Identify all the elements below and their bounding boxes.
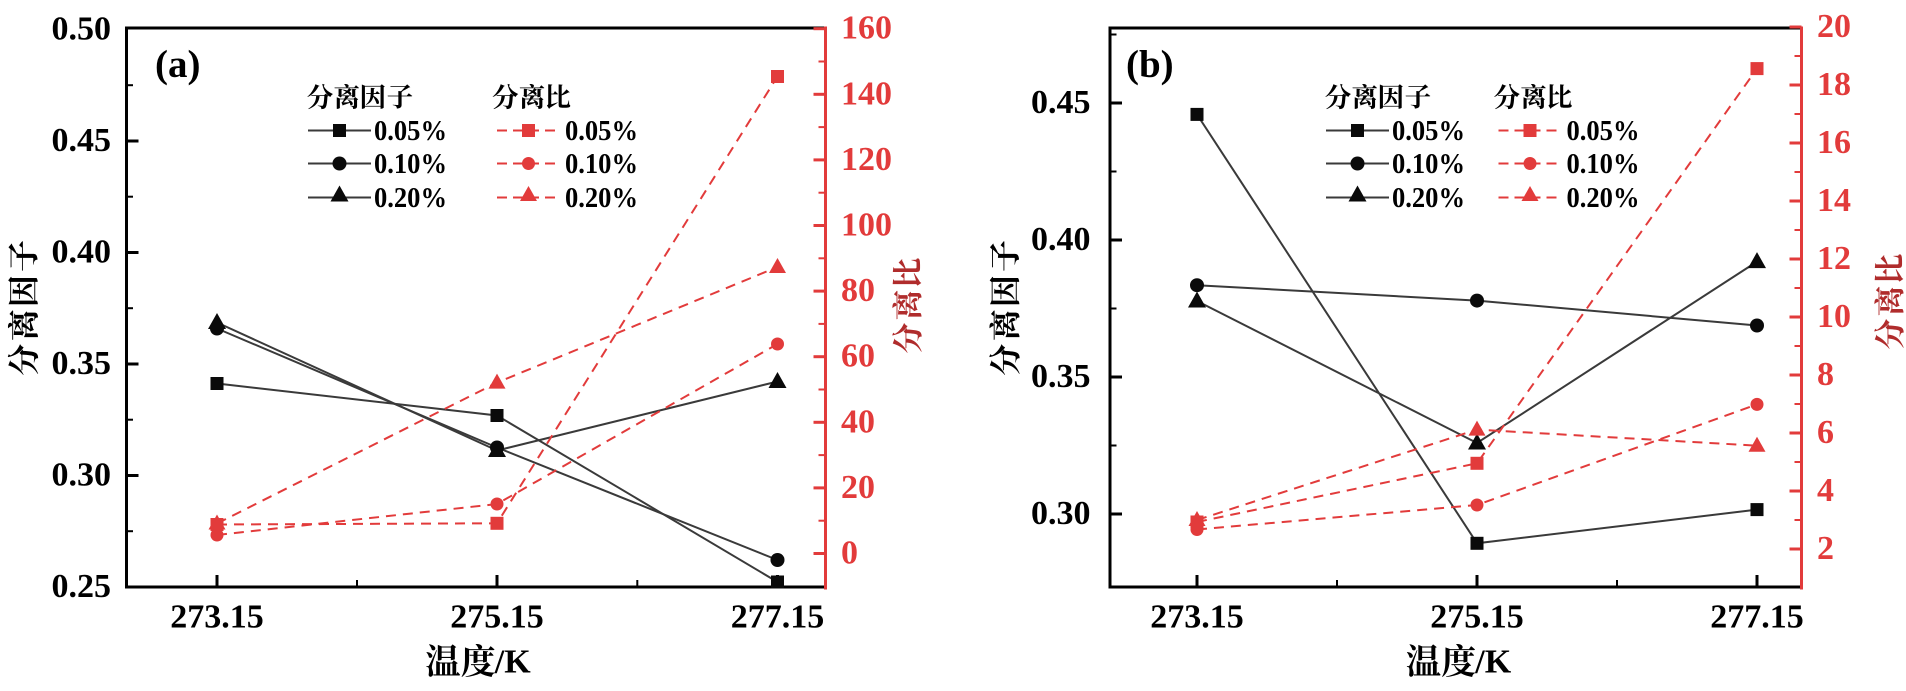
svg-text:60: 60: [841, 338, 875, 375]
svg-text:0.40: 0.40: [1031, 221, 1091, 258]
svg-text:80: 80: [841, 272, 875, 309]
svg-text:6: 6: [1817, 414, 1834, 451]
svg-text:14: 14: [1817, 182, 1851, 219]
svg-text:0.45: 0.45: [1031, 84, 1091, 121]
svg-text:0.10%: 0.10%: [374, 149, 447, 180]
svg-text:273.15: 273.15: [1150, 599, 1244, 636]
svg-text:0.40: 0.40: [52, 234, 112, 271]
svg-text:4: 4: [1817, 472, 1834, 509]
svg-text:18: 18: [1817, 66, 1851, 103]
svg-text:0.30: 0.30: [1031, 495, 1091, 532]
svg-text:0.10%: 0.10%: [565, 149, 638, 180]
svg-text:0.25: 0.25: [52, 568, 112, 605]
svg-text:0.30: 0.30: [52, 457, 112, 494]
svg-text:120: 120: [841, 141, 892, 178]
svg-text:0.05%: 0.05%: [565, 116, 638, 147]
svg-text:277.15: 277.15: [1710, 599, 1804, 636]
svg-text:2: 2: [1817, 530, 1834, 567]
svg-text:0.35: 0.35: [1031, 358, 1091, 395]
svg-text:275.15: 275.15: [1430, 599, 1524, 636]
svg-text:0.35: 0.35: [52, 345, 112, 382]
svg-text:0.20%: 0.20%: [374, 183, 447, 214]
svg-text:0.05%: 0.05%: [1392, 116, 1465, 147]
svg-text:0.20%: 0.20%: [565, 183, 638, 214]
svg-text:0.50: 0.50: [52, 11, 112, 48]
svg-text:/K: /K: [494, 644, 531, 681]
svg-text:277.15: 277.15: [731, 599, 825, 636]
svg-text:20: 20: [841, 469, 875, 506]
svg-text:275.15: 275.15: [450, 599, 544, 636]
svg-text:/K: /K: [1474, 644, 1511, 681]
svg-text:100: 100: [841, 207, 892, 244]
svg-text:140: 140: [841, 75, 892, 112]
svg-text:12: 12: [1817, 240, 1851, 277]
svg-text:0.05%: 0.05%: [374, 116, 447, 147]
svg-text:0.20%: 0.20%: [1567, 183, 1640, 214]
svg-text:40: 40: [841, 403, 875, 440]
svg-text:0: 0: [841, 535, 858, 572]
svg-text:0.20%: 0.20%: [1392, 183, 1465, 214]
svg-text:(b): (b): [1126, 43, 1174, 86]
svg-text:160: 160: [841, 10, 892, 47]
svg-text:10: 10: [1817, 298, 1851, 335]
svg-text:0.45: 0.45: [52, 122, 112, 159]
svg-text:20: 20: [1817, 8, 1851, 45]
svg-text:273.15: 273.15: [170, 599, 264, 636]
svg-text:8: 8: [1817, 356, 1834, 393]
svg-text:(a): (a): [155, 43, 200, 86]
svg-text:0.10%: 0.10%: [1392, 149, 1465, 180]
svg-text:0.05%: 0.05%: [1567, 116, 1640, 147]
svg-text:16: 16: [1817, 124, 1851, 161]
svg-text:0.10%: 0.10%: [1567, 149, 1640, 180]
